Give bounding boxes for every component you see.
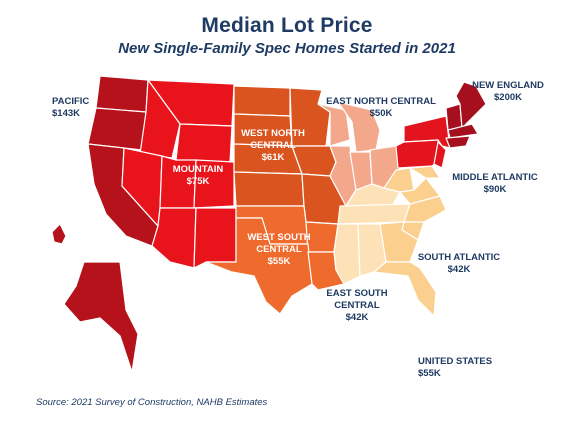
label-east-south-central: EAST SOUTH CENTRAL $42K [326,288,388,323]
region-west-south-central [205,205,345,315]
state-virginia [399,177,441,205]
state-texas [205,217,313,315]
label-west-south-central: WEST SOUTH CENTRAL $55K [247,232,311,267]
state-alaska [63,261,139,373]
map-title: Median Lot Price [201,14,373,37]
region-south-atlantic [373,165,447,317]
state-wisconsin [317,103,351,147]
region-pacific [51,75,159,373]
state-new-mexico [193,207,237,269]
state-oregon [87,107,147,151]
region-new-england [445,81,487,149]
state-arizona [151,207,197,269]
state-colorado [193,159,235,209]
label-new-england: NEW ENGLAND $200K [472,80,544,103]
source-note: Source: 2021 Survey of Construction, NAH… [36,397,268,408]
label-middle-atlantic: MIDDLE ATLANTIC $90K [452,172,538,195]
label-west-north-central: WEST NORTH CENTRAL $61K [241,128,305,163]
label-south-atlantic: SOUTH ATLANTIC $42K [417,252,501,275]
state-kansas [233,171,305,207]
state-hawaii [51,223,67,245]
region-east-south-central [333,183,411,285]
state-tennessee [337,203,411,225]
state-connecticut-rhode-island [445,135,471,149]
state-maine [455,81,487,129]
map-subtitle: New Single-Family Spec Homes Started in … [118,40,456,57]
label-pacific: PACIFIC $143K [52,96,90,119]
region-mountain [121,79,237,269]
state-pennsylvania [395,139,441,169]
label-mountain: MOUNTAIN $75K [172,164,224,187]
state-vermont-new-hampshire [445,103,463,131]
label-united-states: UNITED STATES $55K [418,356,493,379]
state-north-dakota [233,85,291,117]
state-new-jersey [433,141,447,169]
state-washington [95,75,149,113]
label-east-north-central: EAST NORTH CENTRAL $50K [326,96,436,119]
state-maryland-delaware [409,165,441,179]
state-massachusetts [447,123,479,139]
state-wyoming [175,123,233,163]
state-north-carolina [403,195,447,223]
state-florida [373,261,437,317]
region-middle-atlantic [395,115,451,169]
region-east-north-central [317,101,401,207]
